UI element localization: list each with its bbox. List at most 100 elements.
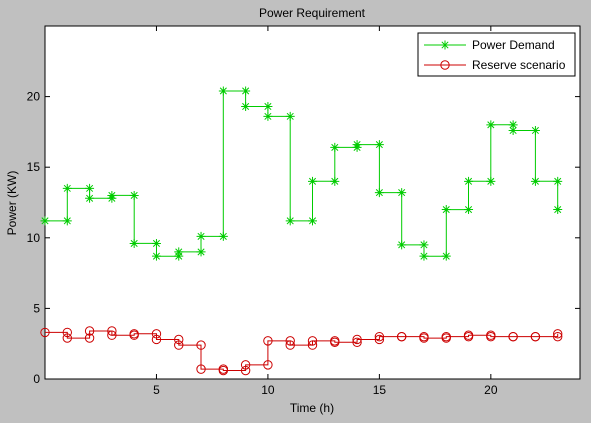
data-point [218, 86, 228, 96]
data-point [263, 111, 273, 121]
data-point [307, 340, 318, 350]
data-point [396, 331, 407, 342]
data-point [419, 240, 429, 250]
y-tick-label: 20 [27, 90, 41, 104]
legend-label-reserve-scenario: Reserve scenario [472, 58, 566, 72]
data-point [352, 337, 362, 347]
data-point [486, 176, 496, 186]
data-point [40, 216, 50, 226]
data-point [508, 120, 518, 130]
data-point [62, 183, 72, 193]
data-point [151, 238, 161, 248]
data-point [84, 333, 95, 343]
data-point [218, 365, 229, 376]
legend-marker [440, 60, 450, 70]
data-point [196, 231, 206, 241]
data-point [241, 101, 251, 111]
legend-label-power-demand: Power Demand [472, 38, 555, 52]
x-tick-label: 15 [373, 383, 387, 397]
data-point [530, 331, 541, 342]
data-point [151, 334, 162, 345]
y-tick-label: 5 [33, 301, 40, 315]
y-axis-label: Power (KW) [5, 171, 19, 236]
data-point [508, 331, 518, 342]
chart-title: Power Requirement [259, 6, 366, 20]
data-point [174, 334, 184, 345]
data-point [107, 190, 117, 200]
data-point [196, 247, 206, 257]
x-tick-label: 20 [484, 383, 498, 397]
data-point [129, 329, 139, 339]
data-point [330, 142, 340, 152]
data-point [530, 125, 540, 135]
legend: Power Demand Reserve scenario [417, 32, 576, 77]
x-tick-label: 10 [261, 383, 275, 397]
data-point [174, 247, 184, 257]
data-point [508, 125, 518, 135]
data-point [397, 188, 407, 198]
data-point [129, 190, 139, 200]
data-point [263, 336, 273, 346]
legend-symbol-reserve-scenario [424, 60, 466, 70]
data-point [374, 334, 385, 345]
data-point [352, 334, 362, 345]
data-point [40, 327, 50, 338]
legend-symbol-power-demand [424, 40, 466, 50]
data-point [307, 336, 318, 346]
x-tick-label: 5 [153, 383, 160, 397]
data-point [107, 330, 117, 340]
data-point [285, 111, 295, 121]
data-point [62, 216, 72, 226]
data-point [553, 329, 563, 339]
data-point [129, 238, 139, 248]
data-point [151, 251, 161, 261]
data-point [553, 205, 563, 215]
series-reserve-scenario [40, 326, 563, 376]
data-point [352, 140, 362, 150]
data-point [263, 101, 273, 111]
data-point [530, 176, 540, 186]
data-point [553, 331, 563, 342]
data-point [62, 327, 72, 338]
data-point [151, 329, 162, 339]
data-point [85, 193, 95, 203]
data-point [463, 330, 474, 340]
data-point [308, 216, 317, 226]
x-axis-label: Time (h) [290, 401, 334, 415]
data-point [419, 251, 429, 261]
data-point [285, 336, 295, 346]
data-point [397, 240, 407, 250]
series-layer [40, 86, 563, 376]
y-tick-label: 10 [27, 231, 41, 245]
data-point [374, 188, 384, 198]
data-point [419, 333, 429, 343]
data-point [196, 364, 206, 374]
data-point [464, 205, 474, 215]
data-point [218, 231, 228, 241]
data-point [308, 176, 317, 186]
data-point [196, 340, 206, 350]
data-point [62, 333, 72, 343]
data-point [285, 216, 295, 226]
data-point [374, 331, 385, 342]
data-point [240, 360, 251, 370]
y-tick-label: 0 [33, 372, 40, 386]
data-point [464, 176, 474, 186]
data-point [441, 205, 451, 215]
data-point [240, 365, 251, 376]
data-point [486, 120, 496, 130]
data-point [486, 331, 496, 342]
data-point [241, 86, 251, 96]
data-point [85, 183, 95, 193]
data-point [374, 140, 384, 150]
data-point [174, 340, 184, 350]
y-tick-label: 15 [27, 160, 41, 174]
data-point [107, 326, 117, 336]
data-point [441, 331, 451, 342]
data-point [330, 337, 340, 347]
data-point [285, 340, 295, 350]
data-point [553, 176, 563, 186]
series-power-demand [40, 86, 563, 261]
